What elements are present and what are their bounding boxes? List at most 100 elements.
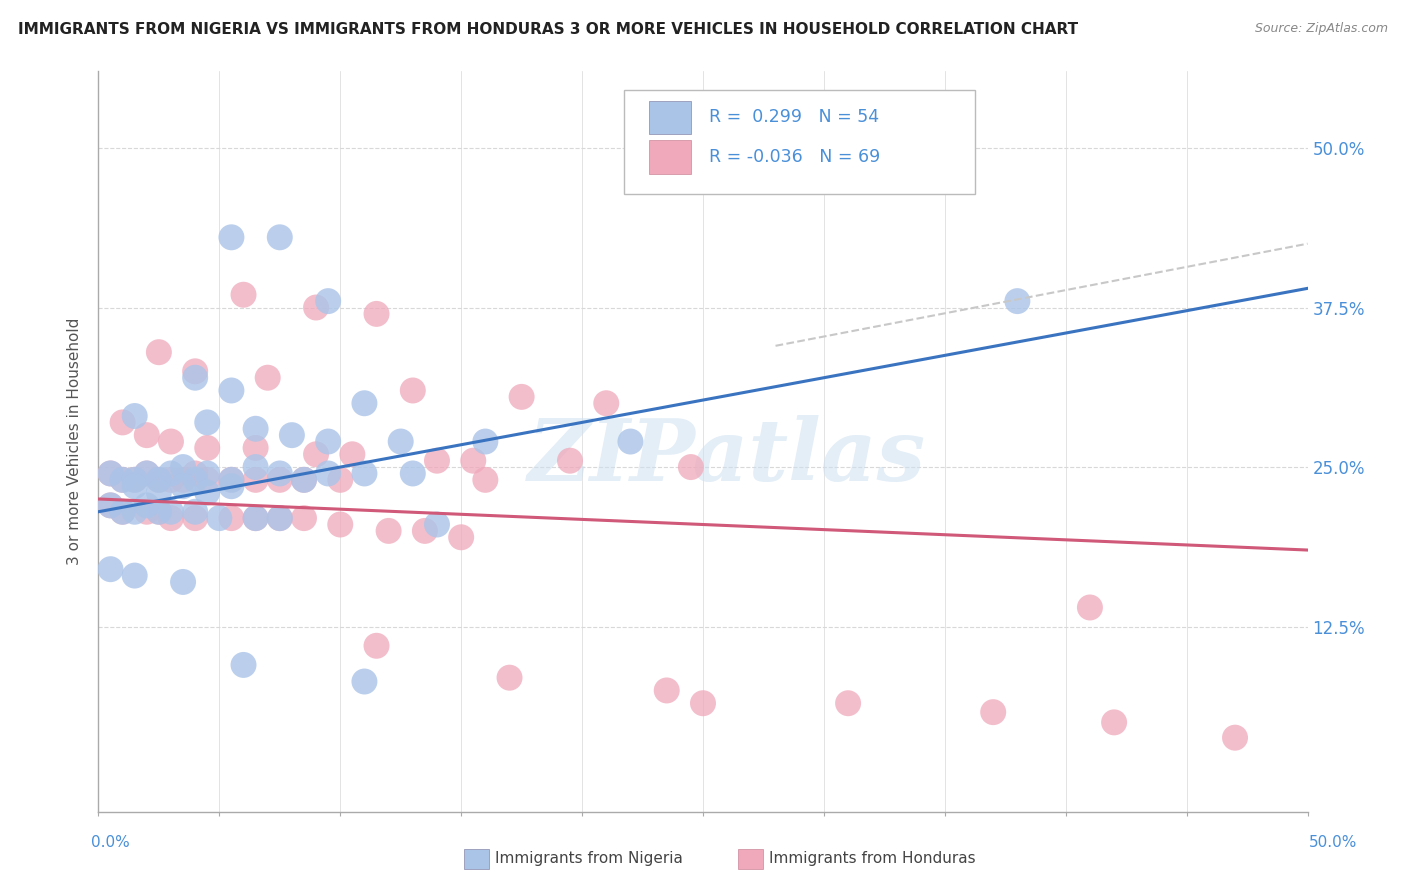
Point bbox=[100, 499, 122, 513]
Text: R = -0.036   N = 69: R = -0.036 N = 69 bbox=[709, 147, 880, 166]
Point bbox=[135, 467, 157, 481]
Point bbox=[510, 390, 533, 404]
Point bbox=[221, 511, 243, 525]
Point bbox=[160, 511, 183, 525]
Point bbox=[463, 453, 485, 467]
Point bbox=[184, 473, 207, 487]
Point bbox=[135, 499, 157, 513]
Text: Immigrants from Nigeria: Immigrants from Nigeria bbox=[495, 851, 683, 865]
Point bbox=[316, 434, 339, 449]
Text: Immigrants from Honduras: Immigrants from Honduras bbox=[769, 851, 976, 865]
Point bbox=[245, 422, 267, 436]
Point bbox=[208, 511, 231, 525]
Point bbox=[413, 524, 436, 538]
Point bbox=[837, 696, 859, 710]
Point bbox=[245, 511, 267, 525]
Text: 0.0%: 0.0% bbox=[91, 836, 131, 850]
Point bbox=[195, 473, 218, 487]
Point bbox=[474, 434, 496, 449]
Point bbox=[195, 416, 218, 430]
Point bbox=[692, 696, 714, 710]
Point bbox=[269, 511, 291, 525]
Point bbox=[655, 683, 678, 698]
Point bbox=[172, 574, 194, 589]
Point bbox=[148, 345, 170, 359]
Point bbox=[148, 485, 170, 500]
Point bbox=[135, 428, 157, 442]
Point bbox=[305, 447, 328, 461]
Point bbox=[245, 473, 267, 487]
Point bbox=[353, 674, 375, 689]
Point bbox=[1102, 715, 1125, 730]
Point bbox=[292, 473, 315, 487]
Point bbox=[558, 453, 581, 467]
Point bbox=[402, 467, 425, 481]
Point bbox=[160, 473, 183, 487]
Point bbox=[450, 530, 472, 544]
Point bbox=[305, 301, 328, 315]
FancyBboxPatch shape bbox=[624, 90, 976, 194]
Point bbox=[195, 441, 218, 455]
Point bbox=[269, 230, 291, 244]
Point bbox=[172, 460, 194, 475]
Point bbox=[329, 473, 352, 487]
Text: 50.0%: 50.0% bbox=[1309, 836, 1357, 850]
Point bbox=[148, 505, 170, 519]
Point bbox=[124, 473, 146, 487]
Point bbox=[342, 447, 364, 461]
FancyBboxPatch shape bbox=[648, 140, 690, 174]
Point bbox=[269, 467, 291, 481]
Point bbox=[981, 705, 1004, 719]
Point bbox=[377, 524, 399, 538]
Point bbox=[402, 384, 425, 398]
Point bbox=[679, 460, 702, 475]
Point bbox=[426, 517, 449, 532]
Text: R =  0.299   N = 54: R = 0.299 N = 54 bbox=[709, 108, 879, 126]
Point bbox=[221, 230, 243, 244]
Point bbox=[148, 505, 170, 519]
Point bbox=[160, 505, 183, 519]
Point bbox=[353, 396, 375, 410]
Point bbox=[148, 473, 170, 487]
Point bbox=[1007, 294, 1029, 309]
Point bbox=[389, 434, 412, 449]
Point bbox=[1078, 600, 1101, 615]
Point bbox=[619, 434, 641, 449]
Point bbox=[245, 441, 267, 455]
Point bbox=[269, 473, 291, 487]
Point bbox=[498, 671, 520, 685]
Point bbox=[595, 396, 617, 410]
Point bbox=[184, 364, 207, 378]
Point bbox=[135, 505, 157, 519]
Y-axis label: 3 or more Vehicles in Household: 3 or more Vehicles in Household bbox=[67, 318, 83, 566]
Point bbox=[184, 370, 207, 384]
Text: ZIPatlas: ZIPatlas bbox=[529, 415, 927, 498]
Point bbox=[245, 460, 267, 475]
Point bbox=[100, 562, 122, 576]
Point bbox=[135, 467, 157, 481]
Point bbox=[124, 409, 146, 423]
Point bbox=[184, 467, 207, 481]
Point bbox=[316, 467, 339, 481]
Point bbox=[111, 505, 134, 519]
Point bbox=[232, 287, 254, 301]
Point bbox=[221, 473, 243, 487]
Point bbox=[160, 434, 183, 449]
Point bbox=[148, 473, 170, 487]
Point bbox=[366, 639, 388, 653]
Point bbox=[316, 294, 339, 309]
Point bbox=[256, 370, 278, 384]
Point bbox=[124, 473, 146, 487]
Point bbox=[100, 467, 122, 481]
Point bbox=[195, 467, 218, 481]
Point bbox=[100, 499, 122, 513]
Point bbox=[366, 307, 388, 321]
Point bbox=[221, 384, 243, 398]
Point bbox=[232, 657, 254, 672]
Point bbox=[184, 511, 207, 525]
Point bbox=[100, 467, 122, 481]
Point bbox=[474, 473, 496, 487]
Point bbox=[221, 473, 243, 487]
Point bbox=[111, 473, 134, 487]
Point bbox=[111, 473, 134, 487]
